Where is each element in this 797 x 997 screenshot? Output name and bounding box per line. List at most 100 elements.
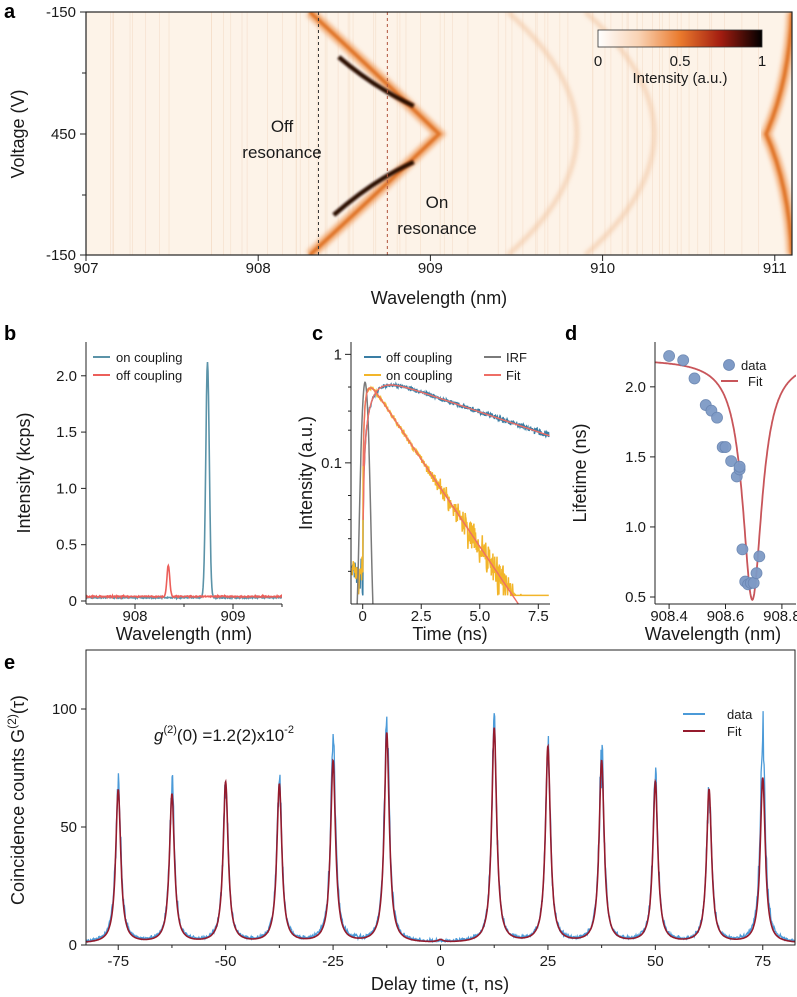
panel-b-spectrum: b 908 909 0 0.5 1.0 1.5 2.0 Wavelength (nm) In…: [4, 323, 283, 644]
panel-c-x-ticklabel: 2.5: [411, 608, 432, 625]
series-off-coupling-data: [351, 381, 550, 596]
data-point: [725, 455, 738, 467]
data-point: [711, 411, 723, 424]
legend-label-off-coupling-c: off coupling: [386, 350, 452, 365]
panel-b-y-ticklabel: 2.0: [56, 368, 77, 385]
panel-c-y-ticklabel: 0.1: [321, 455, 342, 472]
annotation-on-line1: On: [426, 193, 449, 212]
panel-a-xlabel: Wavelength (nm): [371, 288, 507, 308]
panel-d-y-ticklabel: 1.5: [625, 449, 646, 466]
panel-label-e: e: [4, 652, 15, 674]
legend-swatch-data-d: [723, 359, 735, 371]
series-on-coupling-data: [351, 385, 549, 597]
data-point: [663, 350, 675, 362]
panel-e-frame: [85, 649, 796, 946]
panel-label-d: d: [565, 323, 577, 345]
panel-c-decay: c 0 2.5 5.0 7.5 1 0.1 Time (ns) Intensity (a.…: [296, 323, 550, 644]
panel-a-x-ticklabel: 911: [763, 260, 787, 277]
panel-d-lifetime: d 908.4 908.6 908.8 0.5 1.0 1.5 2.0 Wavelength…: [565, 323, 797, 644]
panel-e-x-ticklabel: 25: [540, 953, 557, 970]
panel-d-x-ticklabel: 908.8: [763, 608, 797, 625]
panel-a-x-ticklabel: 909: [418, 260, 443, 277]
colorbar-tick-1: 1: [758, 53, 766, 70]
colorbar-gradient: [597, 29, 763, 48]
panel-c-x-ticklabel: 7.5: [528, 608, 549, 625]
legend-label-data-d: data: [741, 358, 767, 373]
colorbar-tick-0: 0: [594, 53, 602, 70]
heatmap-faint-branch: [506, 12, 579, 255]
panel-d-x-ticklabel: 908.4: [650, 608, 688, 625]
panel-a-heatmap: a 907 908 909 910 911 -150 450 -150 Off resonan…: [4, 1, 793, 308]
g2-annotation: g(2)(0) =1.2(2)x10-2: [154, 724, 294, 745]
colorbar-tick-0.5: 0.5: [670, 53, 691, 70]
panel-d-ylabel: Lifetime (ns): [570, 423, 590, 522]
data-point: [719, 441, 732, 453]
data-point: [747, 577, 760, 589]
panel-d-y-ticklabel: 2.0: [625, 379, 646, 396]
panel-e-legend: data Fit: [683, 707, 753, 739]
panel-a-y-ticklabel: 450: [51, 126, 76, 143]
panel-c-x-ticklabel: 0: [359, 608, 367, 625]
panel-d-y-ticklabel: 0.5: [625, 589, 646, 606]
panel-b-y-ticklabel: 0: [69, 593, 77, 610]
panel-a-x-ticklabel: 907: [73, 260, 98, 277]
panel-a-y-ticklabel: -150: [46, 247, 76, 264]
data-point: [688, 372, 701, 385]
panel-e-x-ticklabel: -25: [322, 953, 344, 970]
panel-label-a: a: [4, 1, 16, 23]
data-point: [733, 460, 746, 473]
annotation-off-line2: resonance: [242, 143, 321, 162]
legend-label-on-coupling-c: on coupling: [386, 368, 453, 383]
heatmap-hotspot-lower: [332, 159, 415, 217]
series-data-g2: [86, 711, 795, 944]
series-fit-lorentzian: [655, 361, 796, 601]
panel-label-c: c: [312, 323, 323, 345]
panel-c-xlabel: Time (ns): [412, 624, 487, 644]
legend-label-fit-d: Fit: [748, 374, 763, 389]
legend-label-fit-c: Fit: [506, 368, 521, 383]
panel-c-ylabel: Intensity (a.u.): [296, 416, 316, 530]
data-point: [736, 543, 749, 556]
panel-b-y-ticklabel: 1.0: [56, 480, 77, 497]
legend-label-irf: IRF: [506, 350, 527, 365]
series-irf: [356, 381, 374, 604]
panel-e-y-ticklabel: 100: [52, 701, 77, 718]
panel-e-g2: e -75 -50 -25 0 25 50 75 0 50 100 Delay time (τ, …: [4, 649, 796, 994]
panel-e-x-ticklabel: -50: [215, 953, 237, 970]
panel-d-x-ticklabel: 908.6: [707, 608, 745, 625]
panel-e-x-ticklabel: -75: [107, 953, 129, 970]
panel-b-y-ticklabel: 1.5: [56, 424, 77, 441]
colorbar-label: Intensity (a.u.): [632, 70, 727, 87]
panel-d-xlabel: Wavelength (nm): [645, 624, 781, 644]
panel-b-x-ticklabel: 909: [220, 608, 245, 625]
annotation-on-line2: resonance: [397, 219, 476, 238]
panel-b-y-ticklabel: 0.5: [56, 537, 77, 554]
panel-e-ylabel: Coincidence counts G(2)(τ): [5, 695, 28, 905]
panel-a-x-ticklabel: 908: [246, 260, 271, 277]
series-off-coupling: [86, 563, 282, 600]
panel-c-legend: off coupling on coupling IRF Fit: [364, 350, 527, 383]
panel-d-legend: data Fit: [721, 358, 767, 389]
panel-a-y-ticklabel: -150: [46, 4, 76, 21]
legend-label-data-e: data: [727, 707, 753, 722]
data-point: [677, 354, 690, 367]
legend-label-fit-e: Fit: [727, 724, 742, 739]
panel-c-y-ticklabel: 1: [334, 346, 342, 363]
series-on-coupling: [86, 362, 282, 601]
heatmap-branch: [308, 12, 442, 255]
series-fit-curve: [362, 387, 520, 604]
panel-a-ylabel: Voltage (V): [8, 89, 28, 178]
panel-b-ylabel: Intensity (kcps): [14, 412, 34, 533]
series-fit-g2: [86, 727, 795, 943]
annotation-off-line1: Off: [271, 117, 294, 136]
panel-label-b: b: [4, 323, 16, 345]
panel-e-x-ticklabel: 75: [754, 953, 771, 970]
panel-e-x-ticklabel: 0: [436, 953, 444, 970]
legend-label-on-coupling: on coupling: [116, 350, 183, 365]
panel-a-x-ticklabel: 910: [590, 260, 615, 277]
panel-b-legend: on coupling off coupling: [93, 350, 183, 383]
data-point: [753, 550, 766, 563]
panel-b-xlabel: Wavelength (nm): [116, 624, 252, 644]
panel-b-x-ticklabel: 908: [122, 608, 147, 625]
panel-e-xlabel: Delay time (τ, ns): [371, 974, 509, 994]
